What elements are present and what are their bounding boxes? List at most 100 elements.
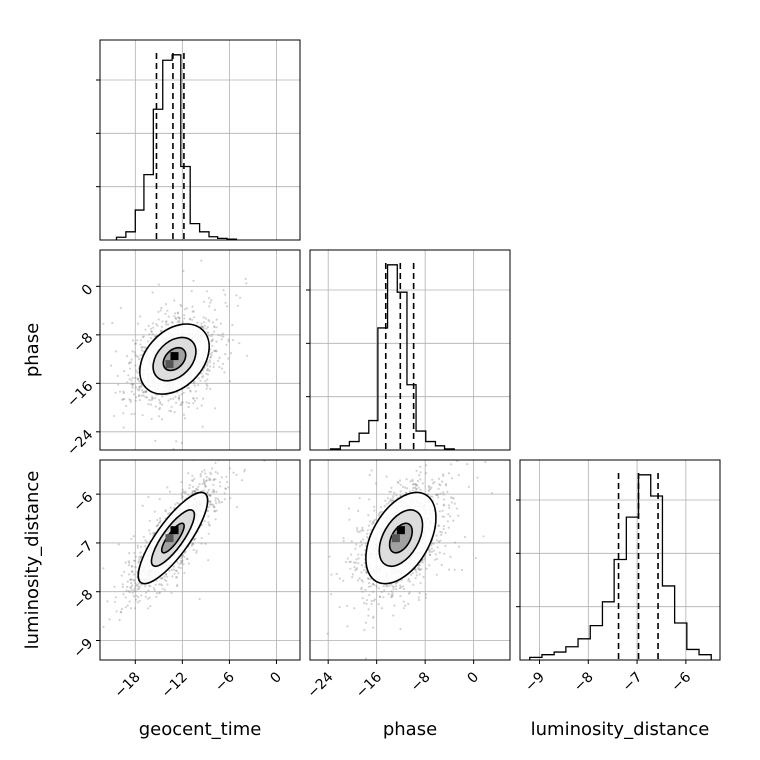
scatter-point: [136, 322, 140, 325]
scatter-point: [151, 395, 154, 398]
scatter-point: [128, 362, 131, 365]
scatter-point: [235, 473, 238, 476]
scatter-point: [432, 549, 435, 552]
scatter-point: [449, 555, 452, 559]
scatter-point: [108, 618, 111, 621]
scatter-point: [373, 509, 376, 512]
scatter-point: [435, 493, 438, 496]
scatter-point: [201, 489, 204, 492]
scatter-point: [121, 583, 124, 586]
scatter-point: [377, 602, 380, 606]
scatter-point: [428, 553, 431, 556]
scatter-point: [440, 563, 443, 567]
scatter-point: [169, 397, 172, 401]
scatter-point: [243, 468, 246, 471]
scatter-point: [158, 583, 161, 586]
scatter-point: [366, 577, 370, 580]
scatter-point: [113, 414, 116, 418]
scatter-point: [191, 492, 194, 495]
scatter-point: [441, 515, 444, 518]
scatter-point: [138, 386, 141, 389]
scatter-point: [355, 558, 358, 561]
scatter-point: [373, 598, 376, 601]
scatter-point: [188, 487, 191, 490]
scatter-point: [399, 595, 402, 598]
scatter-point: [181, 320, 184, 323]
scatter-point: [192, 228, 194, 230]
scatter-point: [200, 542, 203, 545]
scatter-point: [191, 310, 194, 313]
scatter-point: [262, 428, 264, 430]
scatter-point: [133, 573, 136, 576]
scatter-point: [435, 557, 438, 561]
scatter-point: [357, 557, 360, 560]
scatter-point: [134, 565, 137, 569]
scatter-point: [174, 401, 178, 404]
scatter-point: [191, 318, 194, 321]
scatter-point: [224, 487, 228, 490]
scatter-point: [219, 322, 222, 325]
histogram-step: [329, 264, 455, 450]
scatter-point: [230, 352, 233, 355]
scatter-point: [151, 397, 154, 400]
scatter-point: [180, 556, 183, 560]
scatter-point: [411, 452, 413, 454]
scatter-point: [147, 403, 150, 406]
scatter-point: [427, 493, 430, 496]
scatter-point: [373, 584, 376, 587]
scatter-point: [180, 481, 183, 484]
scatter-point: [209, 301, 212, 304]
scatter-point: [398, 587, 402, 590]
scatter-point: [431, 542, 434, 545]
scatter-point: [442, 491, 445, 494]
scatter-point: [225, 475, 228, 478]
scatter-point: [207, 509, 210, 512]
ylabel-luminosity-distance: luminosity_distance: [22, 471, 43, 650]
scatter-point: [136, 355, 140, 358]
scatter-point: [417, 568, 420, 571]
scatter-point: [235, 505, 239, 509]
scatter-point: [419, 568, 422, 571]
scatter-point: [226, 481, 229, 484]
scatter-point: [145, 396, 149, 399]
scatter-point: [371, 590, 375, 594]
scatter-point: [122, 593, 125, 596]
scatter-point: [139, 545, 142, 549]
scatter-point: [159, 402, 162, 405]
scatter-point: [179, 559, 182, 562]
scatter-point: [392, 499, 395, 502]
scatter-point: [228, 380, 231, 383]
scatter-point: [368, 473, 371, 477]
scatter-point: [132, 393, 136, 396]
scatter-point: [428, 488, 431, 491]
scatter-point: [326, 632, 329, 635]
scatter-point: [243, 470, 246, 473]
scatter-point: [176, 311, 179, 314]
scatter-point: [364, 657, 367, 660]
scatter-point: [355, 567, 359, 570]
scatter-point: [180, 441, 183, 445]
scatter-point: [190, 290, 193, 293]
scatter-point: [197, 485, 200, 488]
scatter-point: [372, 520, 375, 524]
scatter-point: [176, 583, 179, 587]
scatter-point: [180, 305, 183, 308]
scatter-point: [183, 571, 186, 575]
scatter-point: [399, 627, 402, 631]
scatter-point: [191, 479, 195, 482]
scatter-point: [361, 597, 364, 600]
scatter-point: [163, 575, 166, 578]
scatter-point: [228, 467, 231, 470]
scatter-point: [399, 490, 402, 493]
scatter-point: [134, 585, 137, 588]
scatter-point: [447, 472, 451, 475]
scatter-point: [191, 490, 194, 493]
scatter-point: [455, 507, 458, 510]
scatter-point: [420, 568, 423, 571]
scatter-point: [125, 404, 128, 408]
scatter-point: [389, 498, 392, 501]
scatter-point: [147, 340, 150, 343]
scatter-point: [371, 522, 374, 526]
scatter-point: [133, 412, 136, 415]
scatter-point: [380, 590, 383, 594]
